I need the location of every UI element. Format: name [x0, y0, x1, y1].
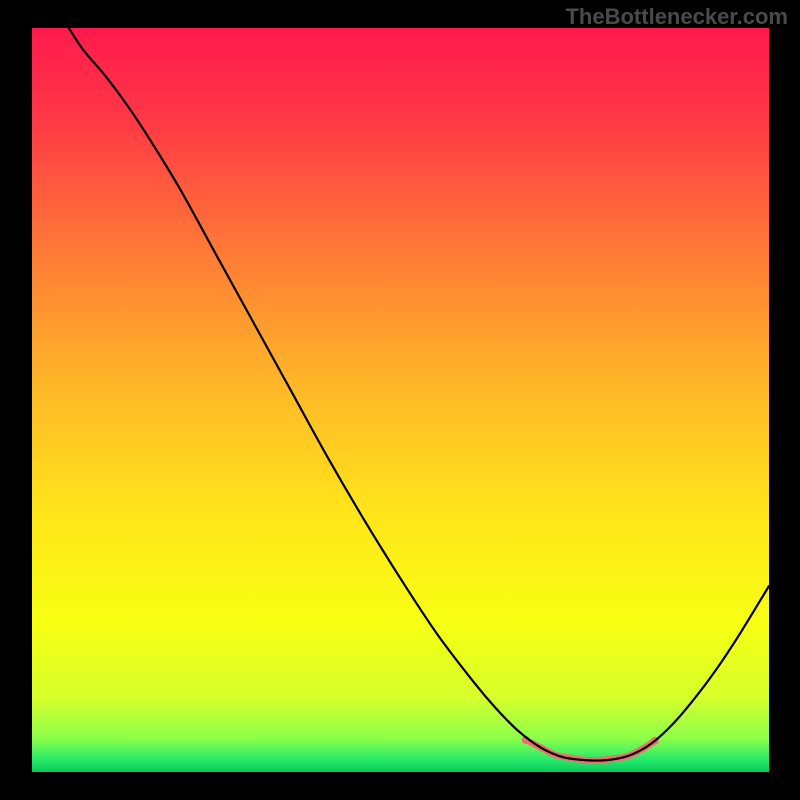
watermark-text: TheBottlenecker.com: [565, 4, 788, 30]
plot-area: [32, 28, 769, 772]
chart-svg: [32, 28, 769, 772]
chart-container: TheBottlenecker.com: [0, 0, 800, 800]
gradient-background: [32, 28, 769, 772]
